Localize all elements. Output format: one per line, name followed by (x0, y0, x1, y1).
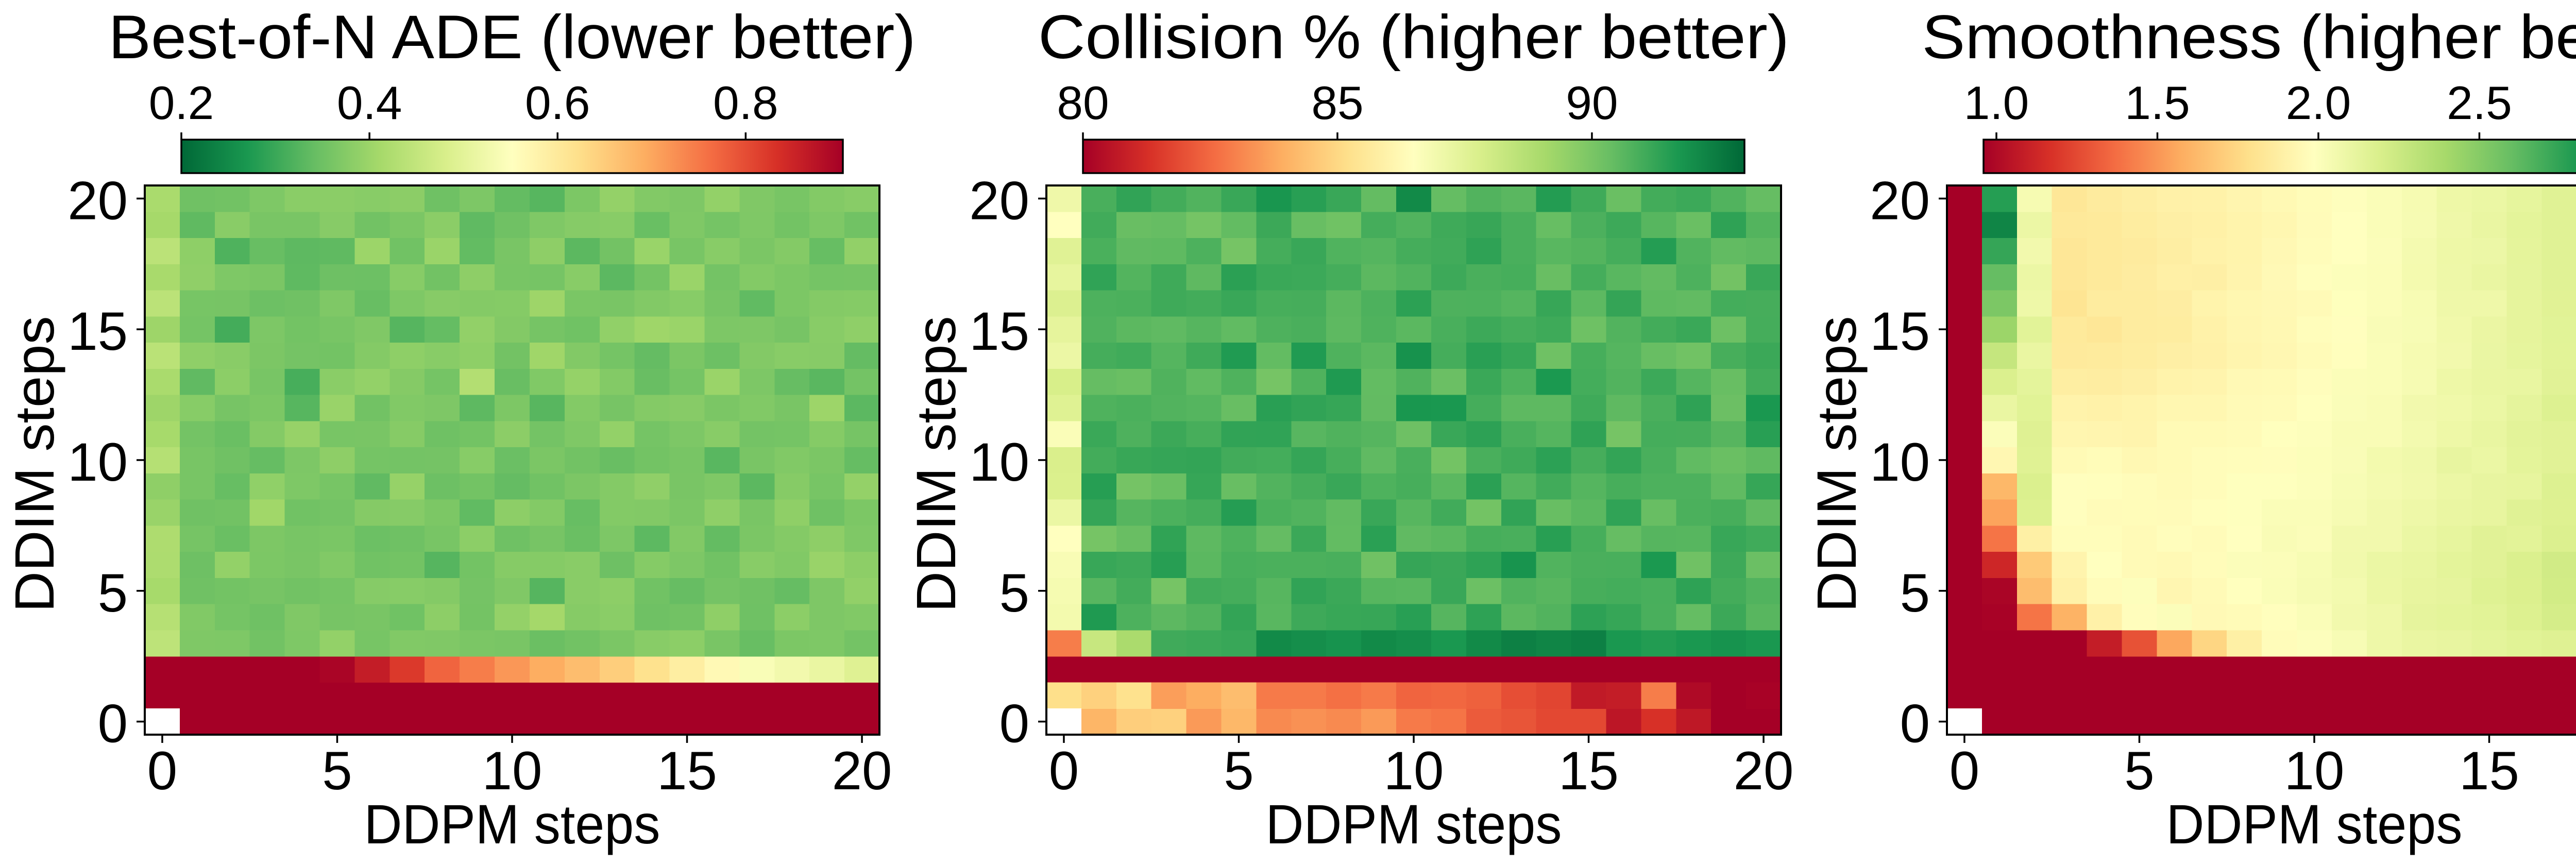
svg-text:10: 10 (482, 741, 543, 801)
svg-text:10: 10 (67, 432, 128, 493)
svg-text:DDPM steps: DDPM steps (364, 793, 660, 855)
svg-text:0: 0 (1950, 741, 1979, 801)
svg-text:10: 10 (2284, 741, 2345, 801)
svg-text:5: 5 (2124, 741, 2154, 801)
svg-text:85: 85 (1311, 77, 1363, 129)
svg-text:2.5: 2.5 (2447, 77, 2512, 129)
svg-text:15: 15 (969, 301, 1029, 362)
svg-text:Best-of-N ADE (lower better): Best-of-N ADE (lower better) (109, 3, 916, 72)
svg-text:0.6: 0.6 (525, 77, 590, 129)
svg-text:20: 20 (969, 171, 1029, 231)
svg-text:15: 15 (657, 741, 717, 801)
svg-text:10: 10 (1384, 741, 1444, 801)
svg-text:20: 20 (1734, 741, 1794, 801)
svg-text:5: 5 (322, 741, 352, 801)
svg-text:DDIM steps: DDIM steps (905, 316, 967, 613)
svg-text:0.8: 0.8 (713, 77, 778, 129)
svg-text:DDPM steps: DDPM steps (1266, 793, 1562, 855)
svg-text:10: 10 (969, 432, 1029, 493)
svg-text:0: 0 (98, 694, 128, 754)
svg-text:15: 15 (67, 301, 128, 362)
svg-text:20: 20 (67, 171, 128, 231)
svg-text:0.2: 0.2 (149, 77, 214, 129)
svg-text:0: 0 (1900, 694, 1930, 754)
svg-text:15: 15 (1870, 301, 1930, 362)
svg-text:5: 5 (1900, 563, 1930, 623)
svg-text:Smoothness (higher better): Smoothness (higher better) (1922, 3, 2576, 72)
svg-text:5: 5 (1224, 741, 1253, 801)
svg-text:0: 0 (999, 694, 1029, 754)
svg-text:DDIM steps: DDIM steps (3, 316, 65, 613)
svg-text:DDIM steps: DDIM steps (1805, 316, 1868, 613)
svg-text:1.0: 1.0 (1964, 77, 2029, 129)
svg-text:Collision % (higher better): Collision % (higher better) (1038, 3, 1789, 72)
svg-text:DDPM steps: DDPM steps (2166, 793, 2463, 855)
svg-text:20: 20 (832, 741, 892, 801)
svg-text:5: 5 (999, 563, 1029, 623)
svg-text:0: 0 (147, 741, 177, 801)
svg-text:0.4: 0.4 (337, 77, 402, 129)
svg-text:1.5: 1.5 (2125, 77, 2190, 129)
svg-text:15: 15 (2459, 741, 2519, 801)
svg-text:15: 15 (1558, 741, 1619, 801)
svg-text:80: 80 (1057, 77, 1109, 129)
svg-text:0: 0 (1049, 741, 1079, 801)
svg-text:90: 90 (1566, 77, 1618, 129)
svg-text:5: 5 (98, 563, 128, 623)
svg-text:20: 20 (1870, 171, 1930, 231)
svg-text:10: 10 (1870, 432, 1930, 493)
svg-text:2.0: 2.0 (2286, 77, 2351, 129)
